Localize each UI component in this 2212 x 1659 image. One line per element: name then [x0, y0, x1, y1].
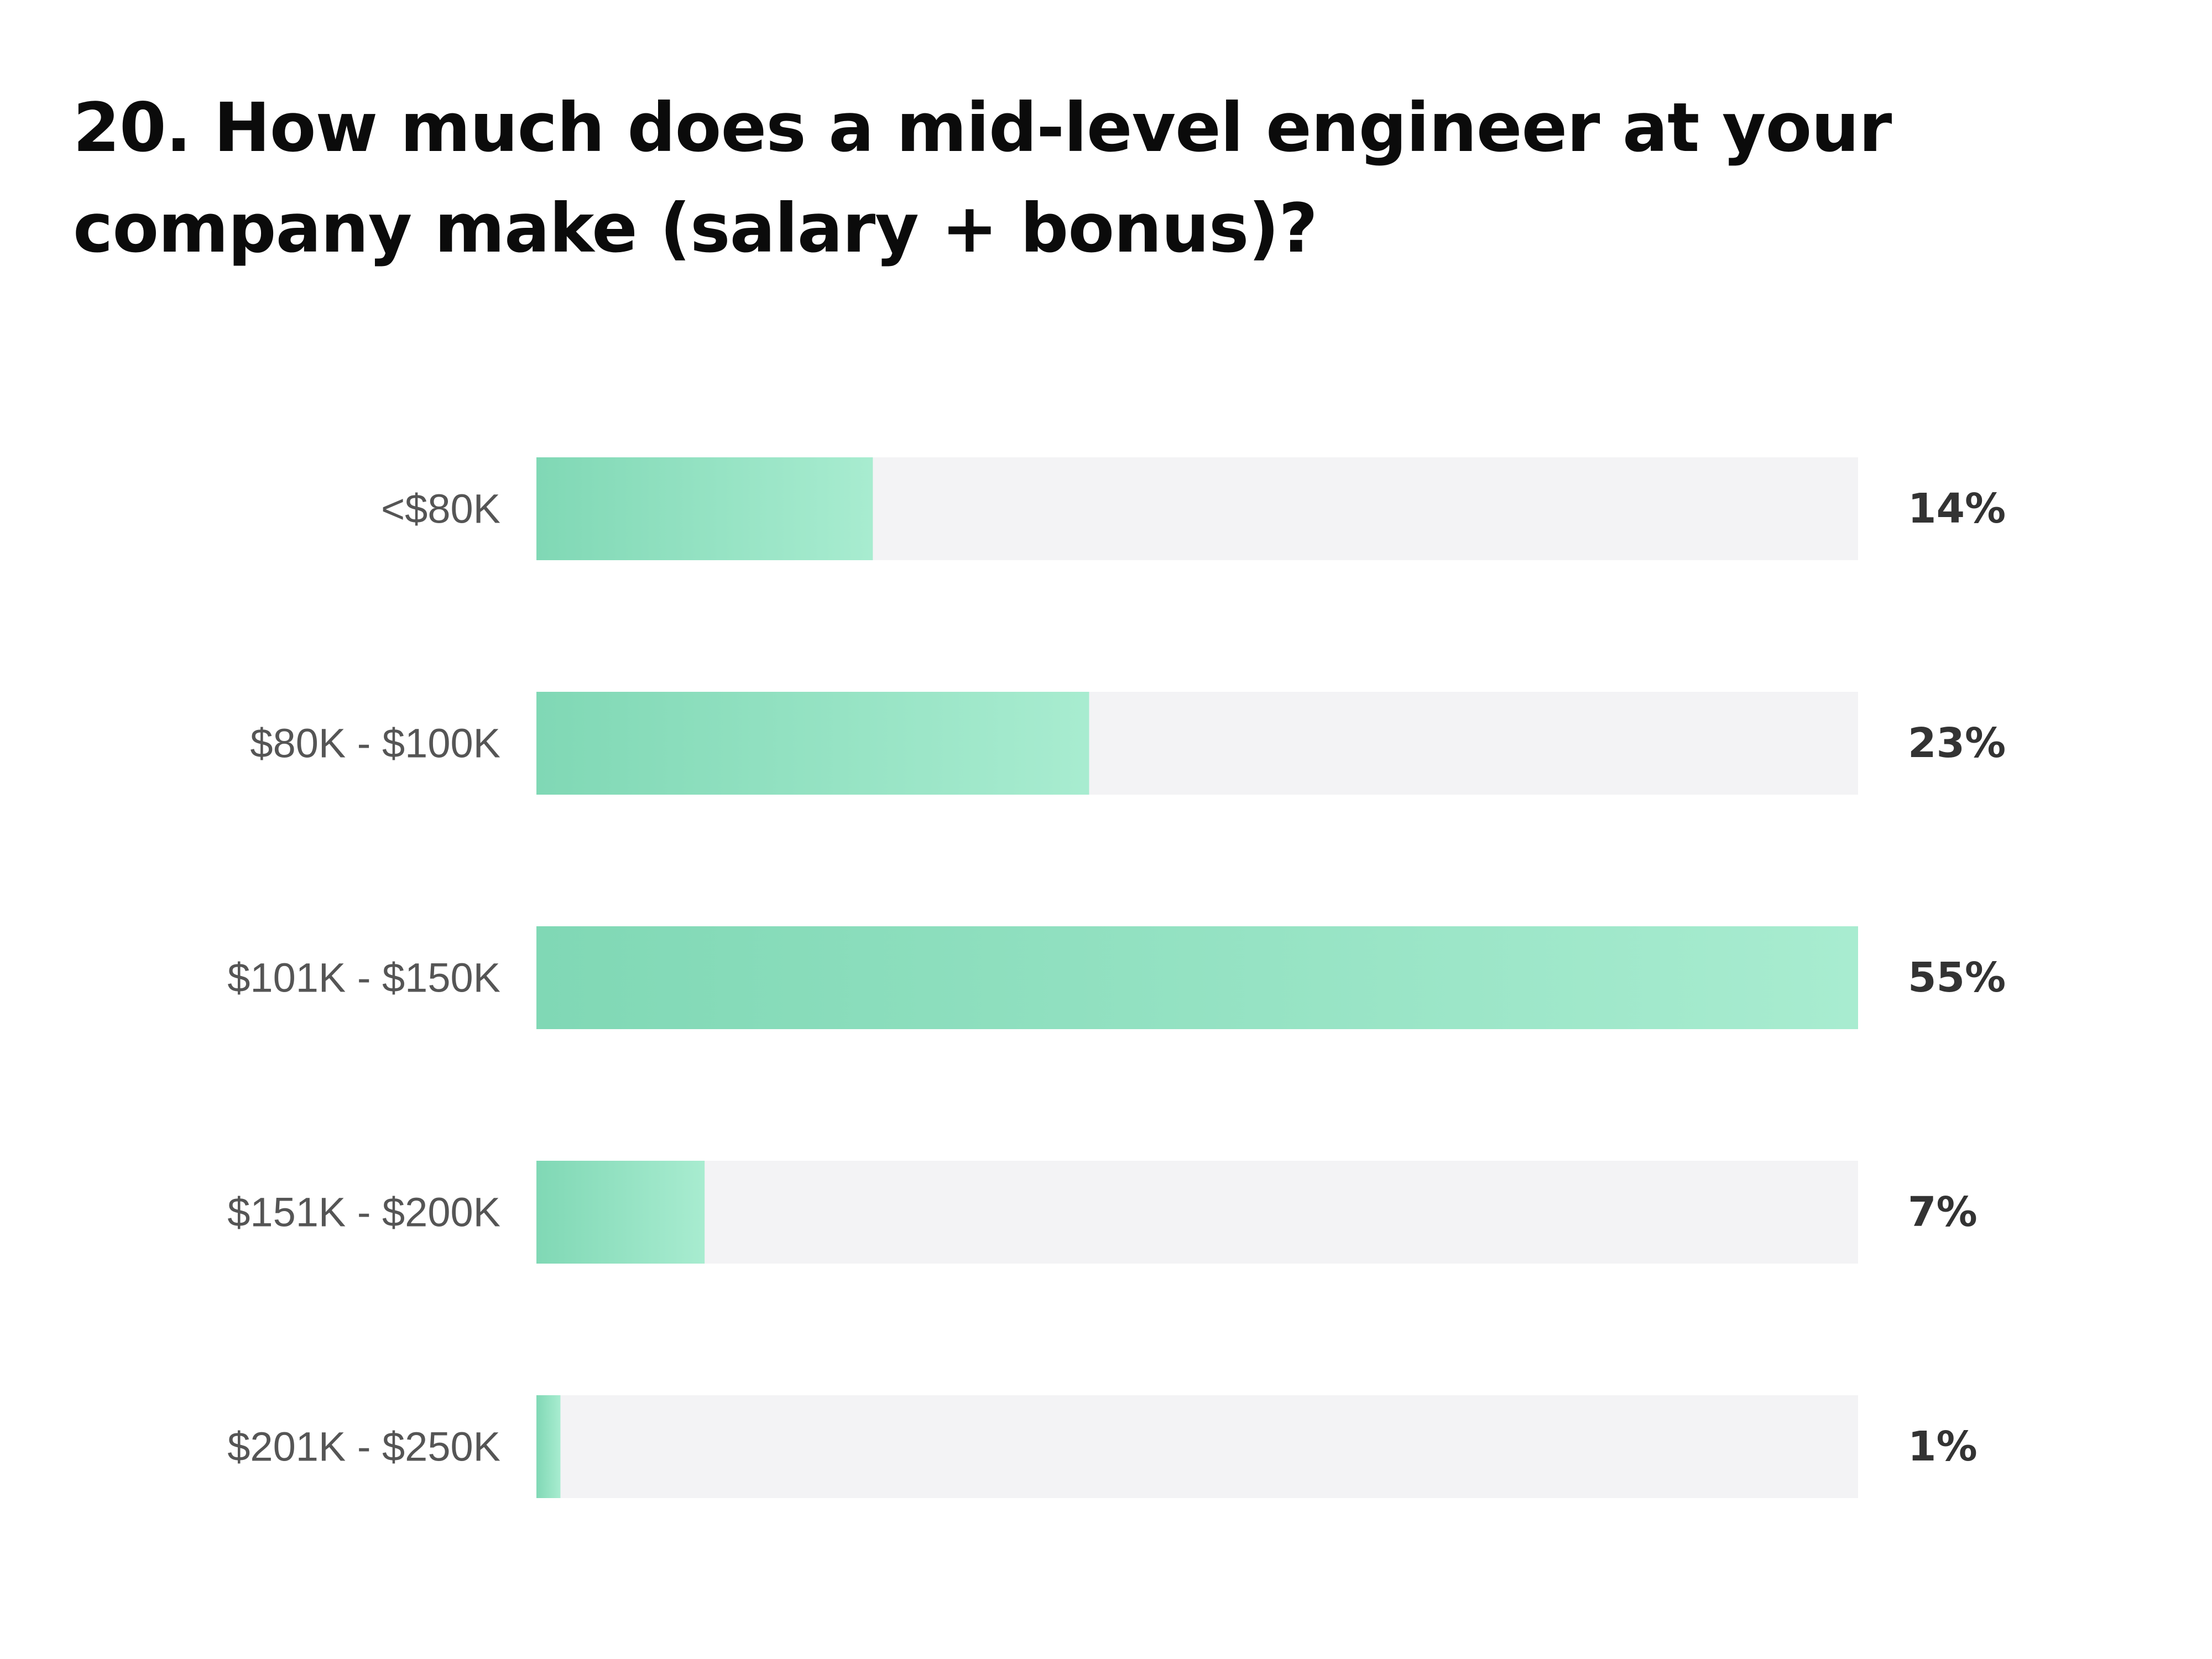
value-label: 14%	[1908, 485, 2006, 533]
bar-row: $80K - $100K 23%	[250, 692, 2006, 795]
bar	[536, 1395, 561, 1498]
bars-layer: <$80K 14%$80K - $100K 23%$101K - $150K 55%$…	[227, 457, 2006, 1498]
bar-row: $201K - $250K 1%	[227, 1395, 1978, 1498]
bar-track	[536, 1161, 1858, 1264]
bar	[536, 692, 1089, 795]
bar-row: $101K - $150K 55%	[227, 926, 2006, 1029]
category-label: $101K - $150K	[227, 955, 500, 1001]
bar-row: <$80K 14%	[381, 457, 2006, 560]
chart-title: 20. How much does a mid-level engineer a…	[73, 88, 1892, 268]
bar	[536, 457, 873, 560]
bar-track	[536, 1395, 1858, 1498]
value-label: 7%	[1908, 1188, 1978, 1236]
bar-row: $151K - $200K 7%	[227, 1161, 1978, 1264]
value-label: 23%	[1908, 719, 2006, 767]
value-label: 55%	[1908, 954, 2006, 1001]
bar	[536, 926, 1858, 1029]
bar	[536, 1161, 705, 1264]
category-label: $201K - $250K	[227, 1424, 500, 1470]
category-label: $151K - $200K	[227, 1190, 500, 1235]
category-label: <$80K	[381, 486, 500, 532]
category-label: $80K - $100K	[250, 721, 500, 766]
value-label: 1%	[1908, 1423, 1978, 1470]
